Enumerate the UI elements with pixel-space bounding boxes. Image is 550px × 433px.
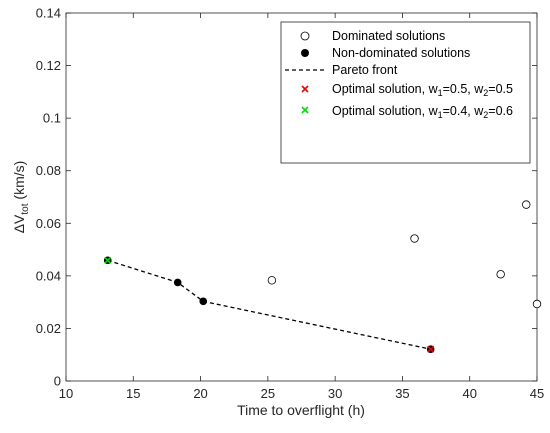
y-tick-label: 0.08 (36, 163, 61, 178)
x-tick-label: 40 (462, 386, 476, 401)
optimal-solution-marker (104, 256, 112, 264)
dominated-point (496, 270, 505, 279)
non-dominated-point (173, 278, 182, 287)
x-axis-title: Time to overflight (h) (237, 402, 365, 418)
y-tick-label: 0.04 (36, 268, 61, 283)
non-dominated-point (199, 297, 208, 306)
legend-box (280, 21, 531, 164)
x-tick-label: 20 (193, 386, 207, 401)
legend-dominated-label: Dominated solutions (332, 29, 445, 43)
y-axis-title-main: ΔV (11, 214, 27, 233)
legend-optimal-2-marker (301, 106, 309, 114)
legend-optimal-2-label: Optimal solution, w1=0.4, w2=0.6 (332, 104, 513, 120)
x-tick-label: 15 (126, 386, 140, 401)
dominated-point (267, 276, 277, 285)
data-points (103, 200, 542, 353)
x-tick-label: 10 (59, 386, 73, 401)
y-axis-title-sub: tot (20, 203, 31, 214)
y-tick-label: 0.12 (36, 58, 61, 73)
x-axis: 10 15 20 25 30 35 40 45 (59, 13, 544, 401)
y-axis: 0 0.02 0.04 0.06 0.08 0.1 0.12 0.14 (36, 6, 537, 389)
x-tick-label: 45 (530, 386, 544, 401)
dominated-point (410, 234, 419, 243)
y-tick-label: 0 (54, 374, 61, 389)
pareto-front-path (107, 259, 431, 350)
pareto-front-line (107, 259, 431, 350)
y-tick-label: 0.02 (36, 321, 61, 336)
y-tick-label: 0.06 (36, 216, 61, 231)
legend: Dominated solutions Non-dominated soluti… (280, 21, 531, 164)
y-axis-title-unit: (km/s) (11, 161, 27, 204)
y-tick-label: 0.1 (43, 111, 61, 126)
y-axis-title: ΔVtot (km/s) (11, 161, 31, 234)
dominated-point (532, 299, 542, 309)
x-tick-label: 30 (328, 386, 342, 401)
legend-nondominated-marker (301, 49, 309, 57)
legend-dominated-marker (300, 31, 310, 41)
dominated-point (522, 200, 531, 209)
x-tick-label: 35 (395, 386, 409, 401)
legend-nondominated-label: Non-dominated solutions (332, 46, 470, 60)
optimal-solution-marker (427, 345, 435, 353)
x-tick-label: 25 (261, 386, 275, 401)
y-tick-label: 0.14 (36, 6, 61, 21)
legend-optimal-1-label: Optimal solution, w1=0.5, w2=0.5 (332, 82, 513, 98)
legend-pareto-label: Pareto front (332, 63, 398, 77)
legend-optimal-1-marker (301, 85, 309, 93)
